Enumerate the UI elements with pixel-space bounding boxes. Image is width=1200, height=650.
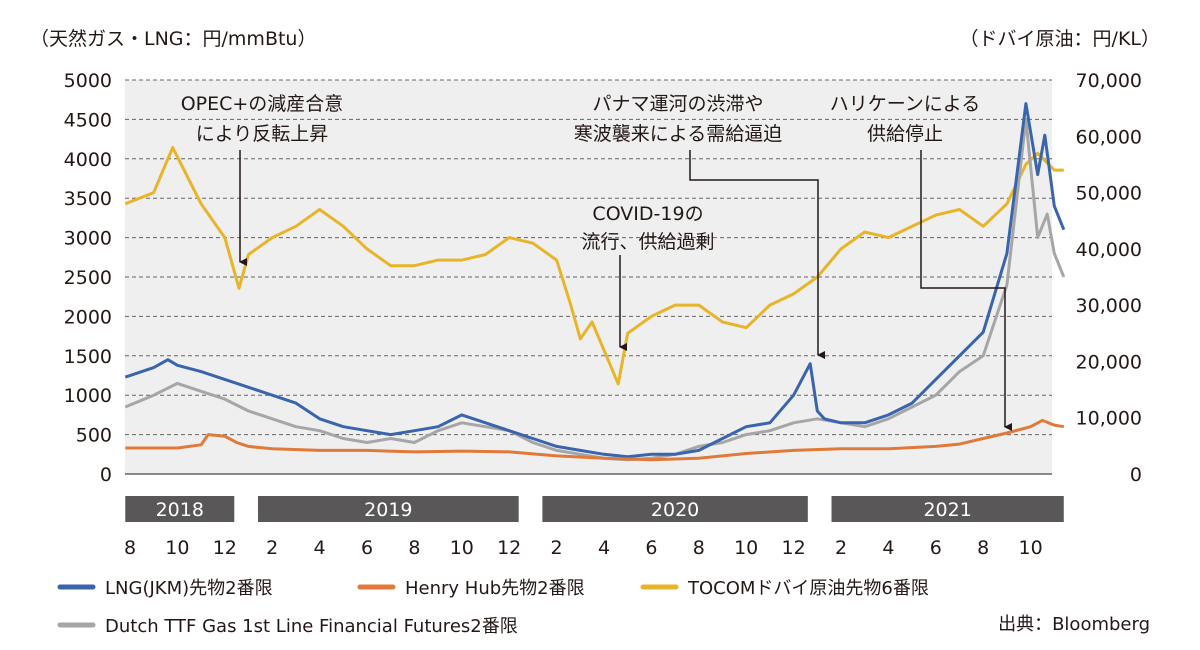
year-band [542, 496, 808, 522]
source-note: 出典：Bloomberg [998, 614, 1150, 635]
month-tick-label: 10 [1019, 537, 1043, 559]
year-label: 2021 [923, 499, 971, 521]
month-tick-label: 12 [497, 537, 521, 559]
legend-label: Henry Hub先物2番限 [405, 578, 585, 599]
left-tick-label: 2000 [64, 306, 112, 328]
month-tick-label: 4 [314, 537, 326, 559]
year-band [125, 496, 235, 522]
legend-item-henry-hub: Henry Hub先物2番限 [357, 578, 585, 599]
right-axis-ticks: 0 10,000 20,000 30,000 40,000 50,000 60,000 70,… [1076, 70, 1142, 486]
year-label: 2020 [651, 499, 699, 521]
legend: LNG(JKM)先物2番限 Henry Hub先物2番限 TOCOMドバイ原油先… [57, 578, 929, 637]
legend-item-lng: LNG(JKM)先物2番限 [57, 578, 273, 599]
series-line-0 [124, 102, 1066, 459]
left-tick-label: 0 [100, 464, 112, 486]
left-tick-label: 1000 [64, 385, 112, 407]
month-tick-label: 2 [551, 537, 563, 559]
right-tick-label: 50,000 [1076, 183, 1142, 205]
annotation-hurricane: ハリケーンによる 供給停止 [830, 93, 1012, 431]
left-tick-label: 2500 [64, 267, 112, 289]
svg-text:寒波襲来による需給逼迫: 寒波襲来による需給逼迫 [574, 123, 782, 145]
right-tick-label: 60,000 [1076, 126, 1142, 148]
month-tick-label: 8 [124, 537, 136, 559]
svg-text:供給停止: 供給停止 [867, 123, 943, 145]
annotation-opec: OPEC+の減産合意 により反転上昇 [181, 93, 344, 266]
year-bands: 2018 2019 2020 2021 [125, 496, 1064, 522]
month-tick-label: 8 [693, 537, 705, 559]
month-tick-label: 12 [782, 537, 806, 559]
gridlines [125, 79, 1052, 436]
year-band [257, 496, 519, 522]
month-tick-label: 6 [645, 537, 657, 559]
left-tick-label: 4000 [64, 149, 112, 171]
annotation-arrow [920, 150, 1012, 431]
month-tick-label: 10 [450, 537, 474, 559]
svg-text:OPEC+の減産合意: OPEC+の減産合意 [181, 93, 344, 115]
year-band [831, 496, 1064, 522]
left-tick-label: 500 [76, 425, 112, 447]
month-ticks: 8 10 12 2 4 6 8 10 12 2 4 6 8 10 12 2 4 6 8 10 [124, 537, 1043, 559]
month-tick-label: 6 [361, 537, 373, 559]
legend-label: TOCOMドバイ原油先物6番限 [687, 578, 929, 599]
annotation-panama: パナマ運河の渋滞や 寒波襲来による需給逼迫 [574, 93, 825, 359]
legend-label: Dutch TTF Gas 1st Line Financial Futures… [105, 616, 518, 637]
svg-text:流行、供給過剰: 流行、供給過剰 [581, 231, 714, 253]
left-axis-ticks: 0 500 1000 1500 2000 2500 3000 3500 4000 4500 5000 [64, 70, 112, 486]
year-label: 2019 [364, 499, 412, 521]
month-tick-label: 4 [882, 537, 894, 559]
left-tick-label: 3500 [64, 188, 112, 210]
svg-text:ハリケーンによる: ハリケーンによる [830, 93, 980, 115]
right-axis-label: （ドバイ原油：円/KL） [960, 28, 1160, 50]
right-tick-label: 40,000 [1076, 239, 1142, 261]
right-tick-label: 70,000 [1076, 70, 1142, 92]
month-tick-label: 8 [977, 537, 989, 559]
left-tick-label: 5000 [64, 70, 112, 92]
right-tick-label: 10,000 [1076, 408, 1142, 430]
right-tick-label: 0 [1130, 464, 1142, 486]
legend-item-tocom: TOCOMドバイ原油先物6番限 [640, 578, 929, 599]
month-tick-label: 10 [734, 537, 758, 559]
legend-label: LNG(JKM)先物2番限 [105, 578, 273, 599]
svg-text:COVID-19の: COVID-19の [592, 203, 703, 225]
month-tick-label: 4 [598, 537, 610, 559]
svg-text:により反転上昇: により反転上昇 [196, 123, 329, 145]
month-tick-label: 2 [835, 537, 847, 559]
left-tick-label: 3000 [64, 228, 112, 250]
left-axis-label: （天然ガス・LNG：円/mmBtu） [30, 28, 316, 50]
year-label: 2018 [156, 499, 204, 521]
right-tick-label: 20,000 [1076, 351, 1142, 373]
series-lines [124, 102, 1066, 462]
month-tick-label: 8 [408, 537, 420, 559]
legend-item-ttf: Dutch TTF Gas 1st Line Financial Futures… [57, 616, 518, 637]
month-tick-label: 10 [165, 537, 189, 559]
left-tick-label: 1500 [64, 346, 112, 368]
svg-text:パナマ運河の渋滞や: パナマ運河の渋滞や [592, 93, 763, 115]
series-line-2 [124, 146, 1064, 386]
month-tick-label: 2 [266, 537, 278, 559]
annotation-arrow [689, 150, 825, 359]
series-line-1 [125, 418, 1065, 462]
annotation-covid: COVID-19の 流行、供給過剰 [581, 203, 715, 351]
right-tick-label: 30,000 [1076, 295, 1142, 317]
month-tick-label: 12 [213, 537, 237, 559]
left-tick-label: 4500 [64, 109, 112, 131]
month-tick-label: 6 [930, 537, 942, 559]
